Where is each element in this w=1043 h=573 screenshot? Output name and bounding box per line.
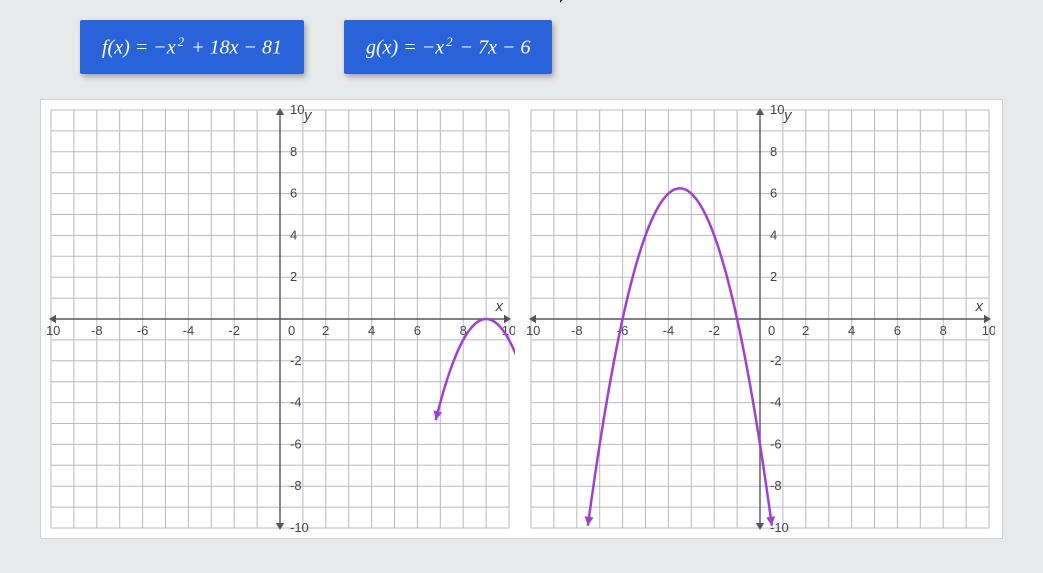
- svg-text:10: 10: [982, 323, 995, 338]
- svg-text:-4: -4: [663, 323, 675, 338]
- svg-text:6: 6: [414, 323, 421, 338]
- svg-text:-2: -2: [770, 352, 782, 367]
- svg-text:-10: -10: [525, 323, 540, 338]
- eq-g-rhs-base: −x: [422, 37, 444, 59]
- svg-text:6: 6: [290, 185, 297, 200]
- svg-text:-6: -6: [137, 323, 149, 338]
- svg-text:0: 0: [288, 323, 295, 338]
- svg-text:10: 10: [770, 104, 784, 117]
- equation-g[interactable]: g(x) = −x2 − 7x − 6: [344, 20, 552, 74]
- svg-text:6: 6: [894, 323, 901, 338]
- mouse-cursor-icon: ➤: [551, 0, 575, 9]
- svg-text:2: 2: [290, 269, 297, 284]
- chart-right: -10-8-6-4-20246810-10-8-6-4-2246810xy: [525, 104, 995, 534]
- svg-text:8: 8: [770, 143, 777, 158]
- svg-text:2: 2: [322, 323, 329, 338]
- svg-text:x: x: [495, 298, 504, 315]
- svg-text:-8: -8: [91, 323, 103, 338]
- eq-f-rhs-base: −x: [153, 37, 175, 59]
- svg-text:10: 10: [290, 104, 304, 117]
- svg-text:-8: -8: [571, 323, 583, 338]
- equation-row: f(x) = −x2 + 18x − 81 g(x) = −x2 − 7x − …: [80, 20, 1003, 74]
- svg-text:-4: -4: [290, 394, 302, 409]
- svg-text:6: 6: [770, 185, 777, 200]
- eq-f-lhs: f(x): [102, 37, 130, 59]
- equation-f[interactable]: f(x) = −x2 + 18x − 81: [80, 20, 304, 74]
- svg-text:8: 8: [290, 143, 297, 158]
- svg-text:4: 4: [290, 227, 297, 242]
- eq-f-sup: 2: [178, 34, 185, 49]
- svg-text:-4: -4: [770, 394, 782, 409]
- svg-text:x: x: [975, 298, 984, 315]
- svg-text:2: 2: [770, 269, 777, 284]
- svg-text:-2: -2: [228, 323, 240, 338]
- svg-text:8: 8: [940, 323, 947, 338]
- svg-text:4: 4: [848, 323, 855, 338]
- svg-text:2: 2: [802, 323, 809, 338]
- charts-row: -10-8-6-4-20246810-10-8-6-4-2246810xy -1…: [40, 99, 1003, 539]
- chart-left: -10-8-6-4-20246810-10-8-6-4-2246810xy: [45, 104, 515, 534]
- svg-text:-10: -10: [45, 323, 60, 338]
- svg-text:4: 4: [368, 323, 375, 338]
- svg-text:0: 0: [768, 323, 775, 338]
- svg-text:-4: -4: [183, 323, 195, 338]
- svg-text:-8: -8: [290, 478, 302, 493]
- eq-f-tail: + 18x − 81: [186, 37, 282, 59]
- svg-text:-2: -2: [708, 323, 720, 338]
- svg-text:4: 4: [770, 227, 777, 242]
- eq-g-tail: − 7x − 6: [455, 37, 531, 59]
- svg-text:-8: -8: [770, 478, 782, 493]
- svg-text:-6: -6: [290, 436, 302, 451]
- svg-text:-10: -10: [290, 520, 309, 534]
- svg-text:-6: -6: [770, 436, 782, 451]
- eq-g-sup: 2: [446, 34, 453, 49]
- eq-g-lhs: g(x): [366, 37, 398, 59]
- svg-text:-2: -2: [290, 352, 302, 367]
